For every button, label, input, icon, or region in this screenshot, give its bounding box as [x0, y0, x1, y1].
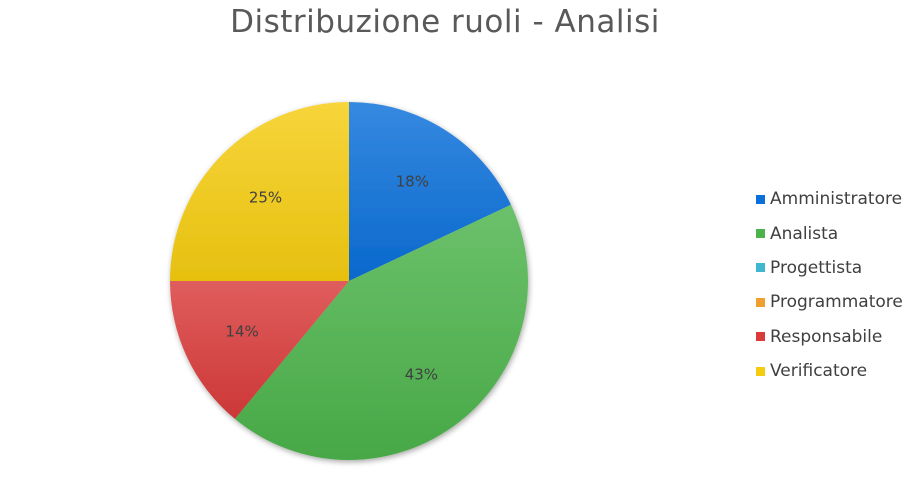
legend: Amministratore Analista Progettista Program…: [756, 182, 924, 388]
legend-item-programmatore: Programmatore: [756, 285, 924, 319]
legend-label: Responsabile: [770, 326, 883, 347]
legend-item-verificatore: Verificatore: [756, 354, 924, 388]
legend-swatch: [756, 366, 765, 376]
pie-slice-responsabile: [170, 281, 349, 419]
data-label-responsabile: 14%: [225, 322, 258, 340]
legend-swatch: [756, 229, 765, 239]
pie-slice-analista: [234, 204, 528, 460]
legend-label: Programmatore: [770, 292, 903, 313]
legend-label: Analista: [770, 223, 839, 244]
legend-swatch: [756, 194, 765, 204]
legend-label: Amministratore: [770, 189, 903, 210]
data-label-analista: 43%: [405, 365, 438, 383]
pie-slice-verificatore: [170, 102, 349, 281]
legend-swatch: [756, 297, 765, 307]
data-label-verificatore: 25%: [249, 189, 282, 207]
legend-swatch: [756, 332, 765, 342]
legend-item-amministratore: Amministratore: [756, 182, 924, 216]
legend-label: Verificatore: [770, 361, 868, 382]
legend-item-analista: Analista: [756, 216, 924, 250]
chart-title: Distribuzione ruoli - Analisi: [230, 4, 660, 40]
data-label-amministratore: 18%: [396, 172, 429, 190]
legend-swatch: [756, 263, 765, 273]
legend-item-responsabile: Responsabile: [756, 320, 924, 354]
legend-label: Progettista: [770, 257, 863, 278]
legend-item-progettista: Progettista: [756, 251, 924, 285]
pie-slice-amministratore: [349, 102, 511, 281]
